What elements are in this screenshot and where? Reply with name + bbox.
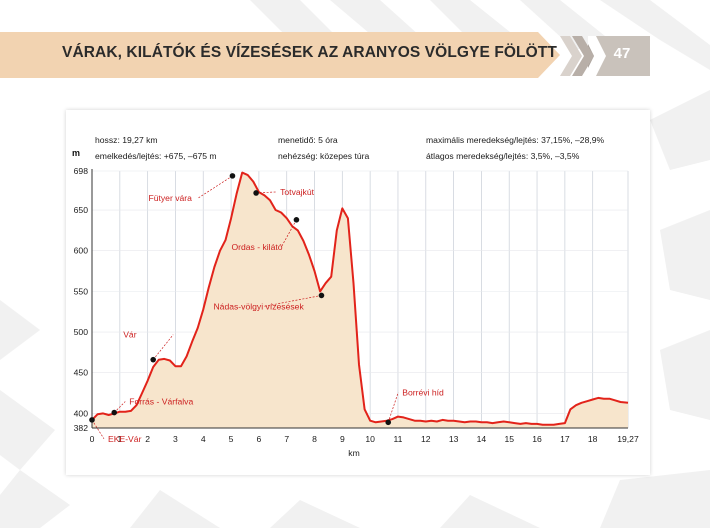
x-axis-label: km xyxy=(348,448,359,458)
x-tick-label: 8 xyxy=(312,434,317,444)
stat-max-grade: maximális meredekség/lejtés: 37,15%, –28… xyxy=(426,135,605,145)
profile-line xyxy=(91,171,629,426)
x-tick-label: 11 xyxy=(394,434,403,444)
header-band xyxy=(0,32,560,78)
x-tick-label: 1 xyxy=(117,434,122,444)
annotation-point xyxy=(89,417,95,423)
x-tick-label: 15 xyxy=(504,434,514,444)
page-chevrons-icon xyxy=(560,36,594,76)
annotation-leader xyxy=(152,334,174,360)
annotation-point xyxy=(150,356,156,363)
x-tick-labels: 0 1 2 3 4 5 6 7 8 9 10 11 12 13 14 15 16 17 18 19,27 xyxy=(90,434,639,444)
x-tick-label: 9 xyxy=(340,434,345,444)
y-tick-label: 698 xyxy=(74,166,89,176)
annotation-leader xyxy=(281,219,297,247)
x-tick-label: 5 xyxy=(229,434,234,444)
x-tick-label: 17 xyxy=(560,434,570,444)
y-tick-labels: 382 400 450 500 550 600 650 698 xyxy=(74,166,89,433)
annotation-label: Forrás - Várfalva xyxy=(129,397,193,407)
annotation-label: Ordas - kilátó xyxy=(231,242,282,252)
x-tick-label: 4 xyxy=(201,434,206,444)
annotation-leader xyxy=(91,419,105,440)
annotation-label: Totvajkút xyxy=(280,187,315,197)
profile-area xyxy=(92,172,628,428)
annotation-point xyxy=(293,216,300,223)
annotation-point xyxy=(253,190,259,196)
x-tick-label: 16 xyxy=(532,434,542,444)
annotation-label: Borrévi híd xyxy=(402,387,444,397)
stat-difficulty: nehézség: közepes túra xyxy=(278,151,370,161)
x-tick-label: 10 xyxy=(365,434,375,444)
annotation-label: Nádas-völgyi vízesések xyxy=(213,301,304,311)
annotation-point xyxy=(229,173,236,179)
x-tick-label: 13 xyxy=(449,434,459,444)
page-number: 47 xyxy=(613,45,631,62)
annotation-leader xyxy=(114,401,126,413)
x-tick-label: 3 xyxy=(173,434,178,444)
x-tick-label: 12 xyxy=(421,434,431,444)
y-tick-label: 650 xyxy=(74,205,89,215)
y-tick-label: 382 xyxy=(74,423,89,433)
annotations: EKE-Vár Forrás - Várfalva Vár Fütyer vára To… xyxy=(89,173,444,444)
x-tick-label: 6 xyxy=(257,434,262,444)
annotation-leader xyxy=(387,392,399,423)
y-tick-label: 550 xyxy=(74,286,89,296)
y-tick-label: 450 xyxy=(74,368,89,378)
y-tick-label: 500 xyxy=(74,327,89,337)
stat-elevation: emelkedés/lejtés: +675, –675 m xyxy=(95,151,217,161)
annotation-point xyxy=(385,419,392,426)
x-tick-label: 19,27 xyxy=(617,434,639,444)
annotation-label: Fütyer vára xyxy=(148,193,192,203)
stat-duration: menetidő: 5 óra xyxy=(278,135,338,145)
annotation-label: EKE-Vár xyxy=(108,434,142,444)
annotation-leader xyxy=(263,295,322,307)
stat-length: hossz: 19,27 km xyxy=(95,135,158,145)
y-tick-label: 400 xyxy=(74,408,89,418)
page-title: VÁRAK, KILÁTÓK ÉS VÍZESÉSEK AZ ARANYOS V… xyxy=(62,44,557,61)
annotation-point xyxy=(318,292,325,299)
x-tick-label: 2 xyxy=(145,434,150,444)
x-tick-label: 18 xyxy=(588,434,598,444)
y-tick-label: 600 xyxy=(74,246,89,256)
annotation-label: Vár xyxy=(123,330,137,340)
y-axis-label: m xyxy=(72,148,81,158)
x-tick-label: 7 xyxy=(284,434,289,444)
x-tick-label: 14 xyxy=(477,434,487,444)
x-tick-label: 0 xyxy=(90,434,95,444)
annotation-point xyxy=(111,409,118,416)
stat-avg-grade: átlagos meredekség/lejtés: 3,5%, –3,5% xyxy=(426,151,580,161)
